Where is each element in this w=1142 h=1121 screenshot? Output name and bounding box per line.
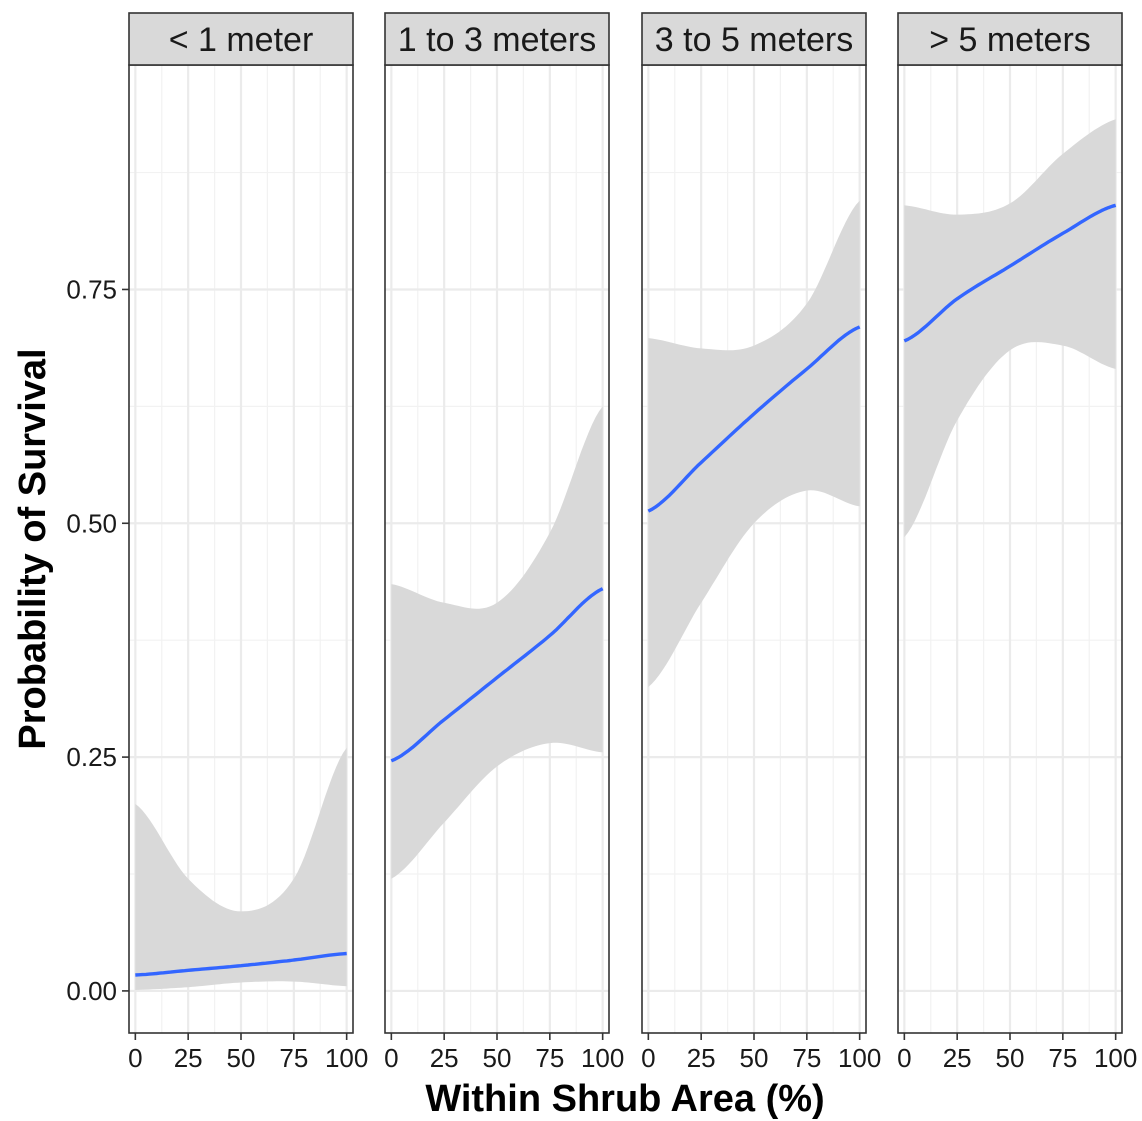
x-tick-label: 100 xyxy=(838,1043,881,1073)
x-tick-label: 0 xyxy=(641,1043,655,1073)
x-tick-label: 75 xyxy=(792,1043,821,1073)
facet-strip-label: 3 to 5 meters xyxy=(655,21,853,59)
facet-panel: > 5 meters 0 25 50 75 100 xyxy=(897,12,1137,1073)
fit-line xyxy=(135,951,347,977)
x-tick-label: 50 xyxy=(996,1043,1025,1073)
facet-strip xyxy=(641,12,867,66)
x-tick-label: 50 xyxy=(740,1043,769,1073)
x-tick-label: 25 xyxy=(943,1043,972,1073)
facet-strip-label: 1 to 3 meters xyxy=(398,21,596,59)
x-tick-label: 0 xyxy=(128,1043,142,1073)
x-tick-label: 100 xyxy=(1094,1043,1137,1073)
facet-strip xyxy=(897,12,1123,66)
fit-line xyxy=(390,587,604,763)
y-tick-label: 0.00 xyxy=(66,976,117,1006)
confidence-ribbon xyxy=(648,200,860,687)
facet-strip-label: < 1 meter xyxy=(169,21,314,59)
x-tick-label: 100 xyxy=(581,1043,624,1073)
y-tick-label: 0.50 xyxy=(66,508,117,538)
x-tick-label: 0 xyxy=(384,1043,398,1073)
facet-panel: 1 to 3 meters 0 25 50 75 100 xyxy=(384,12,624,1073)
x-tick-label: 100 xyxy=(325,1043,368,1073)
y-tick-label: 0.75 xyxy=(66,274,117,304)
x-tick-label: 0 xyxy=(897,1043,911,1073)
facet-strip xyxy=(384,12,610,66)
confidence-ribbon xyxy=(391,406,603,879)
x-tick-label: 50 xyxy=(227,1043,256,1073)
facet-strip-label: > 5 meters xyxy=(929,21,1091,59)
y-tick-label: 0.25 xyxy=(66,742,117,772)
confidence-ribbon xyxy=(904,119,1116,538)
x-tick-label: 25 xyxy=(687,1043,716,1073)
confidence-ribbon xyxy=(135,747,347,990)
x-tick-label: 25 xyxy=(430,1043,459,1073)
x-axis-title: Within Shrub Area (%) xyxy=(425,1078,824,1120)
x-tick-label: 50 xyxy=(483,1043,512,1073)
fit-line xyxy=(647,325,861,513)
y-axis: 0.00 0.25 0.50 0.75 xyxy=(66,274,129,1006)
facet-panel: < 1 meter 0 25 50 75 100 xyxy=(128,12,368,1073)
facet-panel: 3 to 5 meters 0 25 50 75 100 xyxy=(641,12,881,1073)
x-tick-label: 75 xyxy=(1048,1043,1077,1073)
x-tick-label: 25 xyxy=(174,1043,203,1073)
fit-line xyxy=(903,203,1117,343)
facet-strip xyxy=(128,12,354,66)
x-tick-label: 75 xyxy=(279,1043,308,1073)
y-axis-title: Probability of Survival xyxy=(12,348,54,749)
x-tick-label: 75 xyxy=(535,1043,564,1073)
